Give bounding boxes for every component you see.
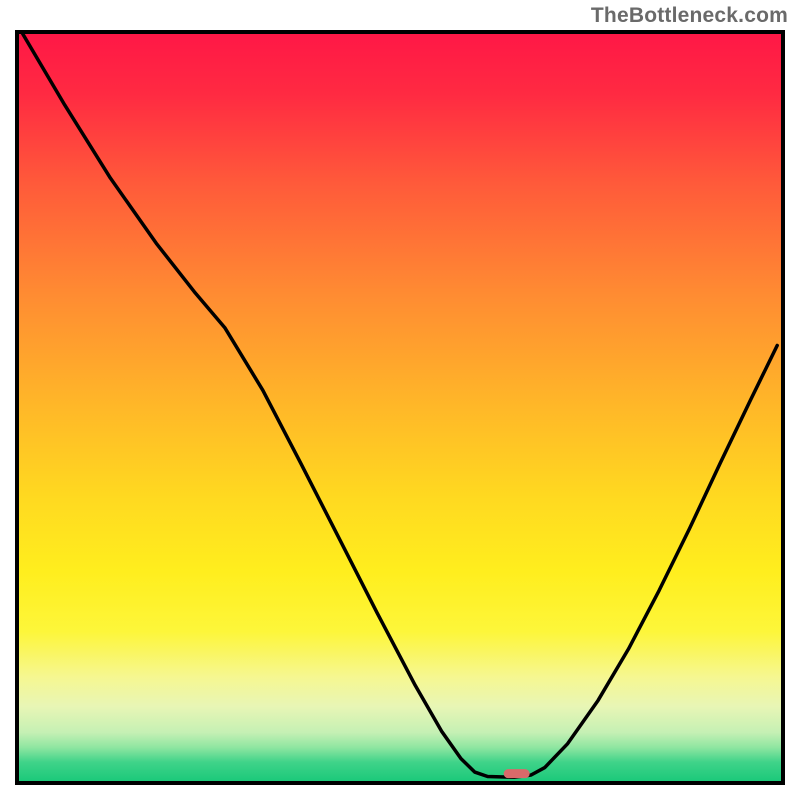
bottleneck-chart: [15, 30, 785, 785]
bottleneck-curve: [19, 34, 781, 781]
watermark-text: TheBottleneck.com: [591, 4, 788, 28]
optimal-point-marker: [503, 769, 530, 779]
